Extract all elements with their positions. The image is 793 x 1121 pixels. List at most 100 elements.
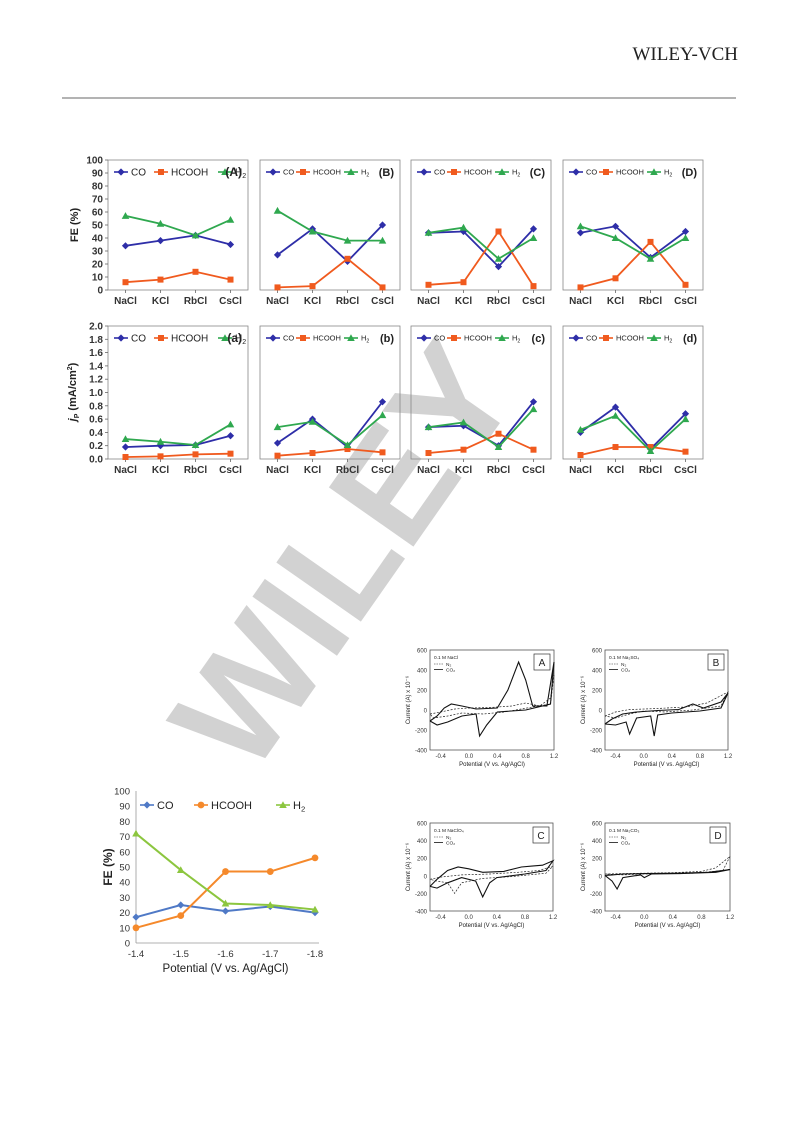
salt-panel-d: NaCl KCl RbCl CsCl CO HCOOH H2 (d) [562,325,704,476]
y-tick-label: 40 [119,878,130,889]
x-tick-label: RbCl [487,465,511,476]
series-hcooh-point [495,430,502,437]
legend-co-label: CO [283,168,294,177]
series-hcooh-point [311,854,319,862]
x-tick-label: NaCl [417,296,440,307]
panel-frame [410,325,552,460]
panel-frame [259,325,401,460]
legend: CO HCOOH H2 [417,334,520,345]
x-tick-label: RbCl [336,465,360,476]
legend: CO HCOOH H2 [114,168,246,180]
series-hcooh-point [132,924,140,932]
x-axis-label: Potential (V vs. Ag/AgCl) [635,923,701,929]
electrolyte-label: 0.1 M NaCl [434,655,458,661]
panel-frame [410,159,552,291]
legend-co-marker [269,334,277,342]
series-co-point [156,237,165,245]
legend-co-label: CO [131,168,146,179]
y-tick-label: -200 [590,892,603,898]
y-tick-label: -400 [415,749,428,755]
series-co-point [611,222,620,230]
series-co-line [428,401,535,447]
y-tick-label: 0 [424,709,428,715]
series-h2-point [191,441,200,449]
legend-hcooh-marker [158,335,164,341]
legend-co-label: CO [283,334,294,343]
legend-co-marker [269,168,277,176]
series-co-point [681,227,690,236]
x-tick-label: 1.2 [550,754,559,760]
cv-n2-trace [604,691,729,719]
panel-label: (D) [682,167,698,179]
series-co-point [121,242,130,250]
x-axis-label: Potential (V vs. Ag/AgCl) [163,963,289,975]
series-hcooh-point [612,444,619,451]
x-tick-label: KCl [304,465,321,476]
x-tick-label: -0.4 [435,754,446,760]
y-tick-label: 0 [97,286,103,297]
series-hcooh-point [344,255,351,262]
y-tick-label: 0.2 [89,441,103,452]
series-h2-point [529,405,538,413]
cv-co2-trace [604,692,729,737]
y-tick-label: 600 [417,649,428,655]
header-rule [62,97,736,99]
legend-h2-marker [221,168,229,175]
y-axis-label: Current (A) x 10⁻⁶ [580,842,587,891]
legend-n2-label: N₂ [621,835,626,841]
panel-label: (a) [227,331,242,345]
y-tick-label: 100 [114,787,130,798]
y-tick-label: 400 [417,839,428,845]
y-tick-label: 0.6 [89,415,103,426]
legend-co-label: CO [586,334,597,343]
legend-co-label: CO [434,334,445,343]
legend-h2-label: H2 [664,168,672,179]
series-co-point [226,240,235,249]
series-h2-point [121,435,130,443]
legend-hcooh-marker [197,801,205,809]
series-h2-point [378,236,387,244]
x-tick-label: 1.2 [726,915,735,921]
legend-hcooh-marker [603,335,609,341]
series-h2-point [459,223,468,231]
x-tick-label: -0.4 [435,915,446,921]
y-tick-label: 0 [125,939,130,950]
series-hcooh-point [177,912,185,920]
y-tick-label: 400 [592,669,603,675]
y-tick-label: 1.6 [89,348,103,359]
x-tick-label: NaCl [417,465,440,476]
y-tick-label: 70 [92,195,104,206]
legend-hcooh-label: HCOOH [616,334,644,343]
series-co-point [273,251,282,259]
cv-co2-trace [604,869,731,891]
x-tick-label: -1.6 [217,949,233,960]
series-co-line [579,405,687,451]
series-hcooh-point [612,275,619,282]
series-h2-point [343,441,352,449]
legend-co-marker [117,334,125,342]
y-tick-label: 1.0 [89,388,103,399]
legend: CO HCOOH H2 [569,334,672,345]
series-h2-line [428,226,534,260]
series-h2-point [494,443,503,451]
series-h2-point [529,234,538,241]
panel-frame [562,159,704,291]
series-co-point [226,432,235,440]
series-h2-point [273,423,282,431]
series-hcooh-line [277,448,383,457]
series-hcooh-point [192,451,199,458]
legend-co-label: CO [586,168,597,177]
x-tick-label: 1.2 [549,915,558,921]
panel-label: (d) [683,333,697,345]
series-h2-point [611,234,620,241]
salt-panel-c: NaCl KCl RbCl CsCl CO HCOOH H2 (c) [410,325,552,476]
series-h2-line [580,225,686,260]
x-tick-label: 0.0 [639,754,648,760]
x-tick-label: KCl [152,296,169,307]
panel-frame [429,649,555,751]
series-hcooh-line [428,229,535,287]
legend-n2-label: N₂ [446,835,451,841]
x-tick-label: 1.2 [724,754,733,760]
series-co-point [221,907,230,915]
